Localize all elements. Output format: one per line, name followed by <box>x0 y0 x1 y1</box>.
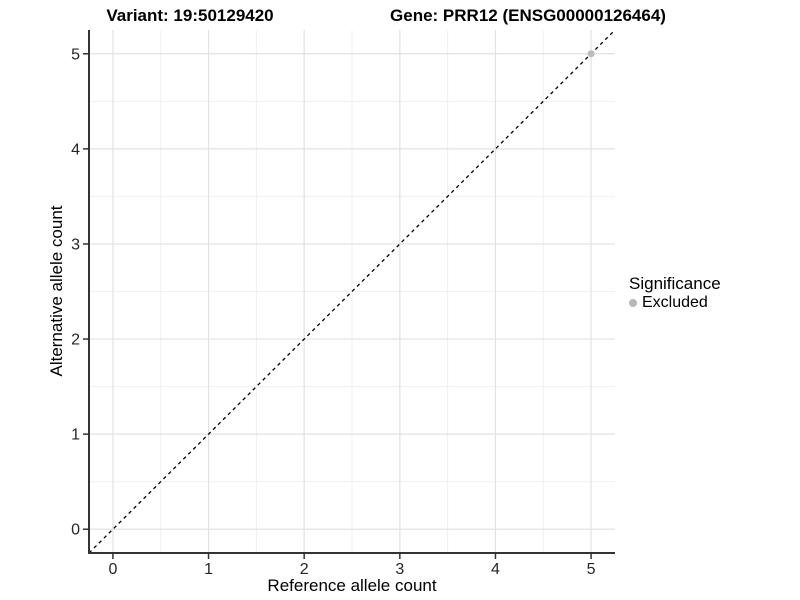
x-axis-title: Reference allele count <box>267 576 437 595</box>
x-tick-label: 1 <box>204 561 213 578</box>
x-tick-label: 0 <box>108 561 117 578</box>
legend-title: Significance <box>629 274 721 293</box>
x-tick-label: 2 <box>300 561 309 578</box>
legend-point-icon <box>629 299 637 307</box>
y-tick-label: 0 <box>71 522 80 539</box>
y-tick-label: 3 <box>71 236 80 253</box>
x-tick-label: 4 <box>491 561 500 578</box>
y-tick-label: 2 <box>71 332 80 349</box>
y-tick-label: 4 <box>71 141 80 158</box>
y-tick-label: 5 <box>71 46 80 63</box>
y-tick-label: 1 <box>71 427 80 444</box>
identity-line <box>88 29 616 554</box>
legend-item-label: Excluded <box>642 294 708 311</box>
x-tick-label: 5 <box>587 561 596 578</box>
legend-item-excluded: Excluded <box>629 294 721 312</box>
legend: Significance Excluded <box>629 274 721 312</box>
data-point <box>587 50 595 58</box>
plot-title-gene: Gene: PRR12 (ENSG00000126464) <box>390 6 666 25</box>
y-axis-title: Alternative allele count <box>47 205 66 377</box>
plot-title-variant: Variant: 19:50129420 <box>106 6 274 25</box>
x-tick-label: 3 <box>395 561 404 578</box>
